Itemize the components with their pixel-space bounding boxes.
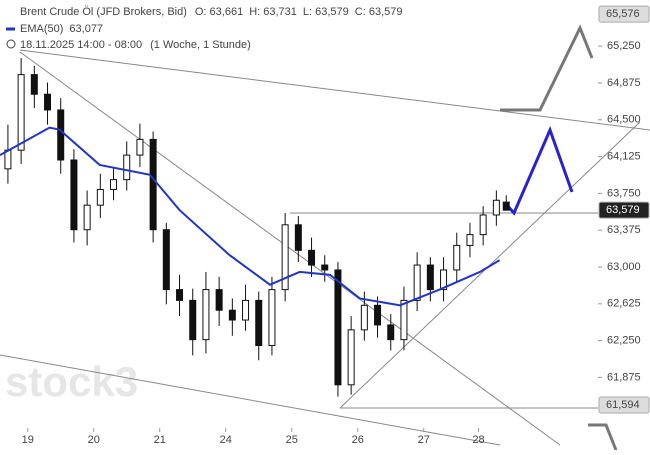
candle-body xyxy=(30,74,38,95)
candle-body xyxy=(70,159,78,231)
candle-body xyxy=(281,224,289,291)
x-tick-label: 25 xyxy=(286,434,298,446)
candle-body xyxy=(110,179,118,190)
y-tick-label: 63,000 xyxy=(607,261,641,273)
price-marker-box xyxy=(598,5,650,23)
candle-body xyxy=(400,299,408,341)
ohlc-h: H: 63,731 xyxy=(249,6,297,18)
price-marker-label: 65,576 xyxy=(606,8,640,20)
title: Brent Crude Öl (JFD Brokers, Bid) O: 63,6… xyxy=(20,6,402,18)
watermark: stock3 xyxy=(5,358,138,405)
subtitle: 18.11.2025 14:00 - 08:00 (1 Woche, 1 Stun… xyxy=(20,39,251,51)
candle-body xyxy=(426,264,434,291)
date-range: 18.11.2025 14:00 - 08:00 xyxy=(20,39,142,51)
x-tick-label: 21 xyxy=(154,434,166,446)
x-tick-label: 27 xyxy=(418,434,430,446)
price-marker-box xyxy=(598,201,650,219)
ema-legend: EMA(50) 63,077 xyxy=(20,23,103,35)
candle-body xyxy=(347,329,355,386)
y-tick-label: 64,500 xyxy=(607,114,641,126)
candle-body xyxy=(321,264,329,271)
candle-body xyxy=(83,204,91,231)
candle-body xyxy=(492,199,500,216)
candle-body xyxy=(387,324,395,341)
candle-body xyxy=(255,299,263,347)
candle-body xyxy=(202,289,210,341)
ema-value: 63,077 xyxy=(69,23,103,35)
candle-body xyxy=(440,269,448,291)
candle-body xyxy=(268,289,276,347)
x-tick-label: 19 xyxy=(22,434,34,446)
x-tick-label: 24 xyxy=(220,434,232,446)
y-tick-label: 63,375 xyxy=(607,224,641,236)
plot xyxy=(0,57,510,397)
candle-body xyxy=(176,289,184,301)
ohlc-c: C: 63,579 xyxy=(355,6,403,18)
candle-body xyxy=(294,224,302,251)
price-marker-box xyxy=(598,396,650,414)
candle-body xyxy=(44,93,52,111)
candle-body xyxy=(242,299,250,321)
y-tick-label: 62,625 xyxy=(607,298,641,310)
x-tick-label: 20 xyxy=(88,434,100,446)
candle-body xyxy=(123,154,131,181)
scenario-arrow xyxy=(588,423,618,451)
candle-body xyxy=(334,269,342,386)
axes: 65,250 64,875 64,500 64,125 63,750 63,375 63,0… xyxy=(22,5,650,446)
candle-body xyxy=(374,304,382,326)
candle-body xyxy=(136,138,144,156)
x-tick-label: 26 xyxy=(352,434,364,446)
ohlc-o: O: 63,661 xyxy=(195,6,243,18)
candle-body xyxy=(162,229,170,291)
header: Brent Crude Öl (JFD Brokers, Bid) O: 63,6… xyxy=(6,6,402,51)
candle-body xyxy=(189,299,197,341)
ohlc-l: L: 63,579 xyxy=(303,6,349,18)
candle-body xyxy=(57,109,65,161)
candle-body xyxy=(466,234,474,246)
candle-body xyxy=(479,214,487,236)
y-tick-label: 61,875 xyxy=(607,371,641,383)
candle-body xyxy=(413,264,421,301)
y-tick-label: 62,250 xyxy=(607,335,641,347)
trendline xyxy=(19,49,650,131)
period: (1 Woche, 1 Stunde) xyxy=(150,39,251,51)
ema-line xyxy=(0,126,501,307)
candle-body xyxy=(502,201,510,211)
clock-icon xyxy=(6,39,16,49)
price-marker-label: 63,579 xyxy=(606,204,640,216)
ema-name: EMA(50) xyxy=(20,23,63,35)
candle-body xyxy=(215,289,223,311)
trendline xyxy=(19,51,561,446)
candle-body xyxy=(308,249,316,266)
candle-body xyxy=(228,309,236,321)
candle-body xyxy=(96,188,104,206)
y-tick-label: 63,750 xyxy=(607,187,641,199)
trendline xyxy=(0,354,501,446)
candle-body xyxy=(360,304,368,331)
y-tick-label: 64,875 xyxy=(607,77,641,89)
candle-body xyxy=(149,138,157,231)
price-marker-label: 61,594 xyxy=(606,399,640,411)
scenario-arrow xyxy=(500,24,594,112)
y-tick-label: 65,250 xyxy=(607,40,641,52)
y-tick-label: 64,125 xyxy=(607,150,641,162)
x-tick-label: 28 xyxy=(472,434,484,446)
candle-body xyxy=(17,74,25,151)
candle-body xyxy=(453,244,461,271)
title-text: Brent Crude Öl (JFD Brokers, Bid) xyxy=(20,6,187,18)
